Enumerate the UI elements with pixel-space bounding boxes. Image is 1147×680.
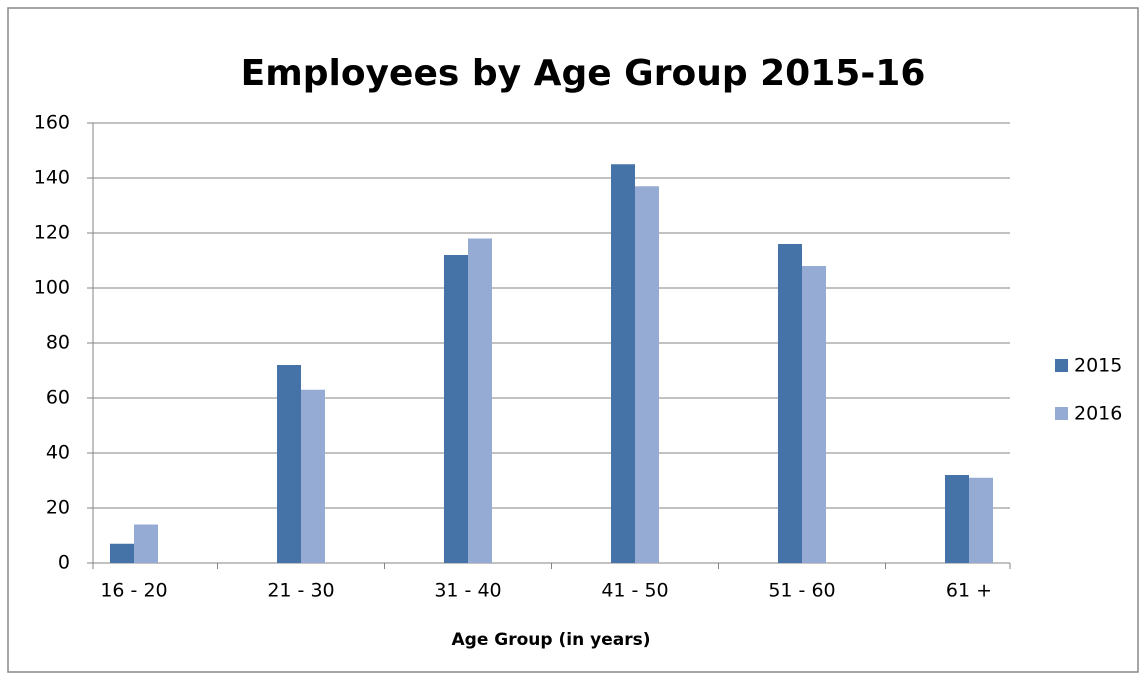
x-tick-label: 41 - 50 xyxy=(601,580,668,602)
y-tick-label: 60 xyxy=(46,387,70,409)
y-tick-label: 120 xyxy=(34,222,70,244)
bar xyxy=(969,477,993,563)
bar xyxy=(468,238,492,563)
x-tick-label: 61 + xyxy=(946,580,992,602)
chart-title: Employees by Age Group 2015-16 xyxy=(241,53,926,94)
x-tick-label: 51 - 60 xyxy=(768,580,835,602)
x-tick-label: 21 - 30 xyxy=(267,580,334,602)
chart-frame xyxy=(7,7,1139,673)
y-tick-label: 100 xyxy=(34,277,70,299)
legend-label: 2016 xyxy=(1074,403,1122,425)
x-tick-label: 16 - 20 xyxy=(100,580,167,602)
x-axis-title: Age Group (in years) xyxy=(452,630,651,650)
legend-swatch xyxy=(1055,407,1068,420)
bar xyxy=(611,164,635,563)
bar xyxy=(802,266,826,563)
legend-swatch xyxy=(1055,359,1068,372)
bar xyxy=(301,389,325,563)
bar xyxy=(277,365,301,563)
y-tick-label: 20 xyxy=(46,497,70,519)
y-tick-label: 80 xyxy=(46,332,70,354)
legend-label: 2015 xyxy=(1074,355,1122,377)
bar xyxy=(444,255,468,563)
bar xyxy=(945,475,969,563)
bar xyxy=(635,186,659,563)
bar xyxy=(778,244,802,563)
y-tick-label: 40 xyxy=(46,442,70,464)
x-tick-label: 31 - 40 xyxy=(434,580,501,602)
bar xyxy=(110,543,134,563)
y-tick-label: 160 xyxy=(34,112,70,134)
y-tick-label: 0 xyxy=(58,552,70,574)
y-tick-label: 140 xyxy=(34,167,70,189)
bar xyxy=(134,524,158,563)
